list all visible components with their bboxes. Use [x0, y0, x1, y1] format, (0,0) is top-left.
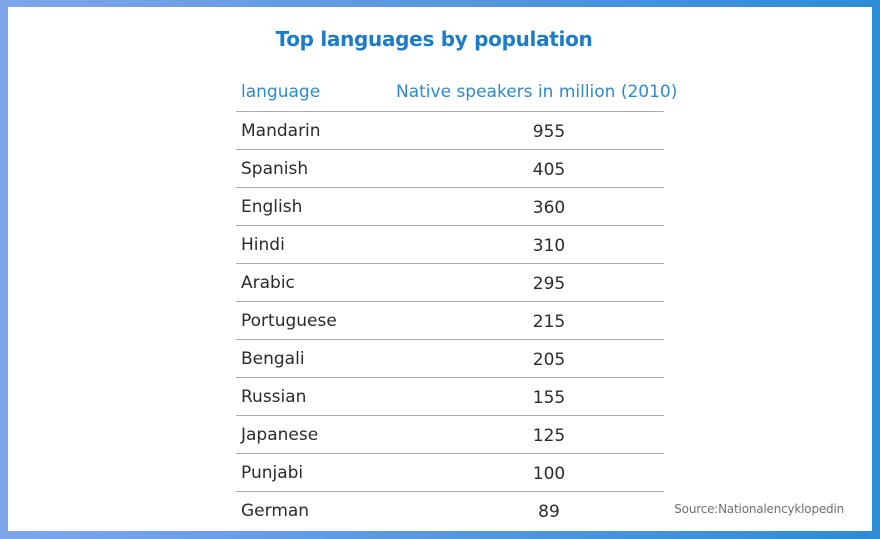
chart-card: Top languages by population language Nat…	[8, 7, 872, 531]
language-cell: Portuguese	[236, 301, 396, 340]
language-cell: English	[236, 187, 396, 226]
language-cell: Spanish	[236, 149, 396, 188]
speakers-cell: 155	[396, 377, 664, 416]
language-cell: Arabic	[236, 263, 396, 302]
language-cell: Russian	[236, 377, 396, 416]
speakers-cell: 100	[396, 453, 664, 492]
speakers-cell: 89	[538, 501, 560, 522]
table-row: German 89	[236, 492, 664, 530]
language-cell: Hindi	[236, 225, 396, 264]
language-cell: Japanese	[236, 415, 396, 454]
table-row: Arabic 295	[236, 263, 664, 302]
source-note: Source:Nationalencyklopedin	[674, 502, 844, 516]
table-row: English 360	[236, 187, 664, 226]
speakers-cell: 405	[396, 149, 664, 188]
chart-title: Top languages by population	[275, 27, 593, 51]
speakers-cell: 360	[396, 187, 664, 226]
speakers-cell: 215	[396, 301, 664, 340]
table-row: Mandarin 955	[236, 111, 664, 150]
speakers-cell: 955	[396, 111, 664, 150]
table-row: Bengali 205	[236, 339, 664, 378]
table-body: Mandarin 955 Spanish 405 English 360 Hindi 310 A…	[236, 111, 664, 530]
table-header-row: language Native speakers in million (201…	[236, 73, 677, 112]
language-cell: Mandarin	[236, 111, 396, 150]
table-row: Portuguese 215	[236, 301, 664, 340]
language-cell: Bengali	[236, 339, 396, 378]
table-row: Spanish 405	[236, 149, 664, 188]
column-header-speakers: Native speakers in million (2010)	[396, 73, 677, 112]
table-row: Japanese 125	[236, 415, 664, 454]
table-row: Hindi 310	[236, 225, 664, 264]
table-row: Punjabi 100	[236, 453, 664, 492]
language-cell: German	[241, 500, 310, 521]
speakers-cell: 125	[396, 415, 664, 454]
table-row: Russian 155	[236, 377, 664, 416]
speakers-cell: 205	[396, 339, 664, 378]
language-cell: Punjabi	[236, 453, 396, 492]
speakers-cell: 295	[396, 263, 664, 302]
speakers-cell: 310	[396, 225, 664, 264]
languages-table: language Native speakers in million (201…	[236, 73, 677, 530]
column-header-language: language	[236, 73, 396, 112]
